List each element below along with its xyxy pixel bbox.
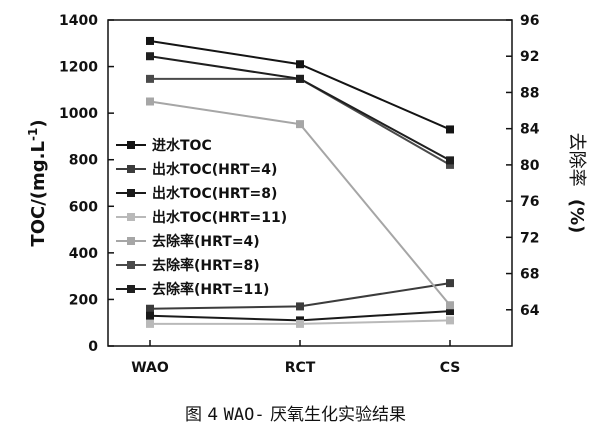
data-point <box>296 74 304 83</box>
y-right-tick-label: 64 <box>520 303 540 319</box>
y-right-tick-label: 68 <box>520 267 539 283</box>
right-axis-ticks: 64 68 72 76 80 84 88 92 96 <box>506 13 540 319</box>
legend-label: 出水TOC(HRT=11) <box>152 209 287 226</box>
y-right-tick-label: 92 <box>520 49 539 65</box>
y-right-axis-title-unit: (%) <box>566 199 587 234</box>
legend-label: 去除率(HRT=4) <box>152 233 260 250</box>
data-point <box>146 311 154 320</box>
data-point <box>446 125 454 134</box>
y-right-tick-label: 96 <box>520 13 539 29</box>
legend-marker <box>127 141 135 149</box>
y-right-tick-label: 76 <box>520 194 539 210</box>
data-point <box>146 304 154 313</box>
axes <box>107 19 513 347</box>
y-right-tick-label: 80 <box>520 158 540 174</box>
x-tick-label: WAO <box>131 360 169 376</box>
legend-label: 出水TOC(HRT=4) <box>152 161 277 178</box>
left-axis-ticks: 0 200 400 600 800 1000 1200 1400 <box>59 13 114 355</box>
data-point <box>146 52 154 61</box>
caption-figure-label: 图 4 <box>185 405 219 425</box>
x-axis-ticks: WAO RCT CS <box>131 340 460 376</box>
y-left-axis-title-close: ) <box>28 119 49 127</box>
x-tick-label: CS <box>440 360 461 376</box>
caption-text: 厌氧生化实验结果 <box>270 405 406 425</box>
data-point <box>446 307 454 316</box>
data-point <box>446 279 454 288</box>
chart: 0 200 400 600 800 1000 1200 1400 64 68 72 76 80 84 88… <box>26 13 587 376</box>
legend-label: 去除率(HRT=8) <box>152 257 260 274</box>
data-point <box>296 319 304 328</box>
y-left-tick-label: 1400 <box>59 13 98 29</box>
figure-caption: 图 4 WAO- 厌氧生化实验结果 <box>0 400 591 425</box>
legend-marker <box>127 261 135 269</box>
y-left-tick-label: 600 <box>69 199 98 215</box>
caption-prefix: WAO- <box>223 405 265 425</box>
data-point <box>296 302 304 311</box>
data-point <box>446 301 454 310</box>
data-point <box>296 120 304 129</box>
legend-marker <box>127 165 135 173</box>
data-point <box>446 156 454 165</box>
y-left-tick-label: 200 <box>69 292 98 308</box>
plot-frame <box>107 19 513 347</box>
y-left-axis-title-sup: -1 <box>26 128 40 141</box>
series-lines <box>146 36 454 328</box>
data-point <box>446 316 454 325</box>
legend: 进水TOC 出水TOC(HRT=4) 出水TOC(HRT=8) 出水TOC(HRT=1… <box>116 137 287 298</box>
legend-label: 去除率(HRT=11) <box>152 281 269 298</box>
y-left-tick-label: 800 <box>69 153 98 169</box>
y-right-tick-label: 84 <box>520 122 540 138</box>
y-left-tick-label: 400 <box>69 246 98 262</box>
x-tick-label: RCT <box>285 360 316 376</box>
legend-label: 出水TOC(HRT=8) <box>152 185 277 202</box>
y-left-tick-label: 0 <box>88 339 98 355</box>
data-point <box>296 60 304 69</box>
data-point <box>146 97 154 106</box>
y-left-axis-title-base: TOC/(mg.L <box>28 141 49 247</box>
legend-marker <box>127 285 135 293</box>
y-right-axis-title: 去除率 (%) <box>566 133 587 234</box>
data-point <box>446 160 454 169</box>
legend-marker <box>127 213 135 221</box>
y-right-tick-label: 88 <box>520 85 539 101</box>
legend-marker <box>127 237 135 245</box>
series-line <box>149 39 451 131</box>
data-point <box>146 319 154 328</box>
y-left-axis-title: TOC/(mg.L-1) <box>26 119 49 246</box>
y-right-tick-label: 72 <box>520 230 539 246</box>
series-line <box>149 100 451 306</box>
y-left-tick-label: 1200 <box>59 60 98 76</box>
data-point <box>146 74 154 83</box>
y-left-tick-label: 1000 <box>59 106 98 122</box>
legend-marker <box>127 189 135 197</box>
y-right-axis-title-cn: 去除率 <box>566 133 587 187</box>
legend-label: 进水TOC <box>152 137 212 154</box>
data-point <box>146 36 154 45</box>
